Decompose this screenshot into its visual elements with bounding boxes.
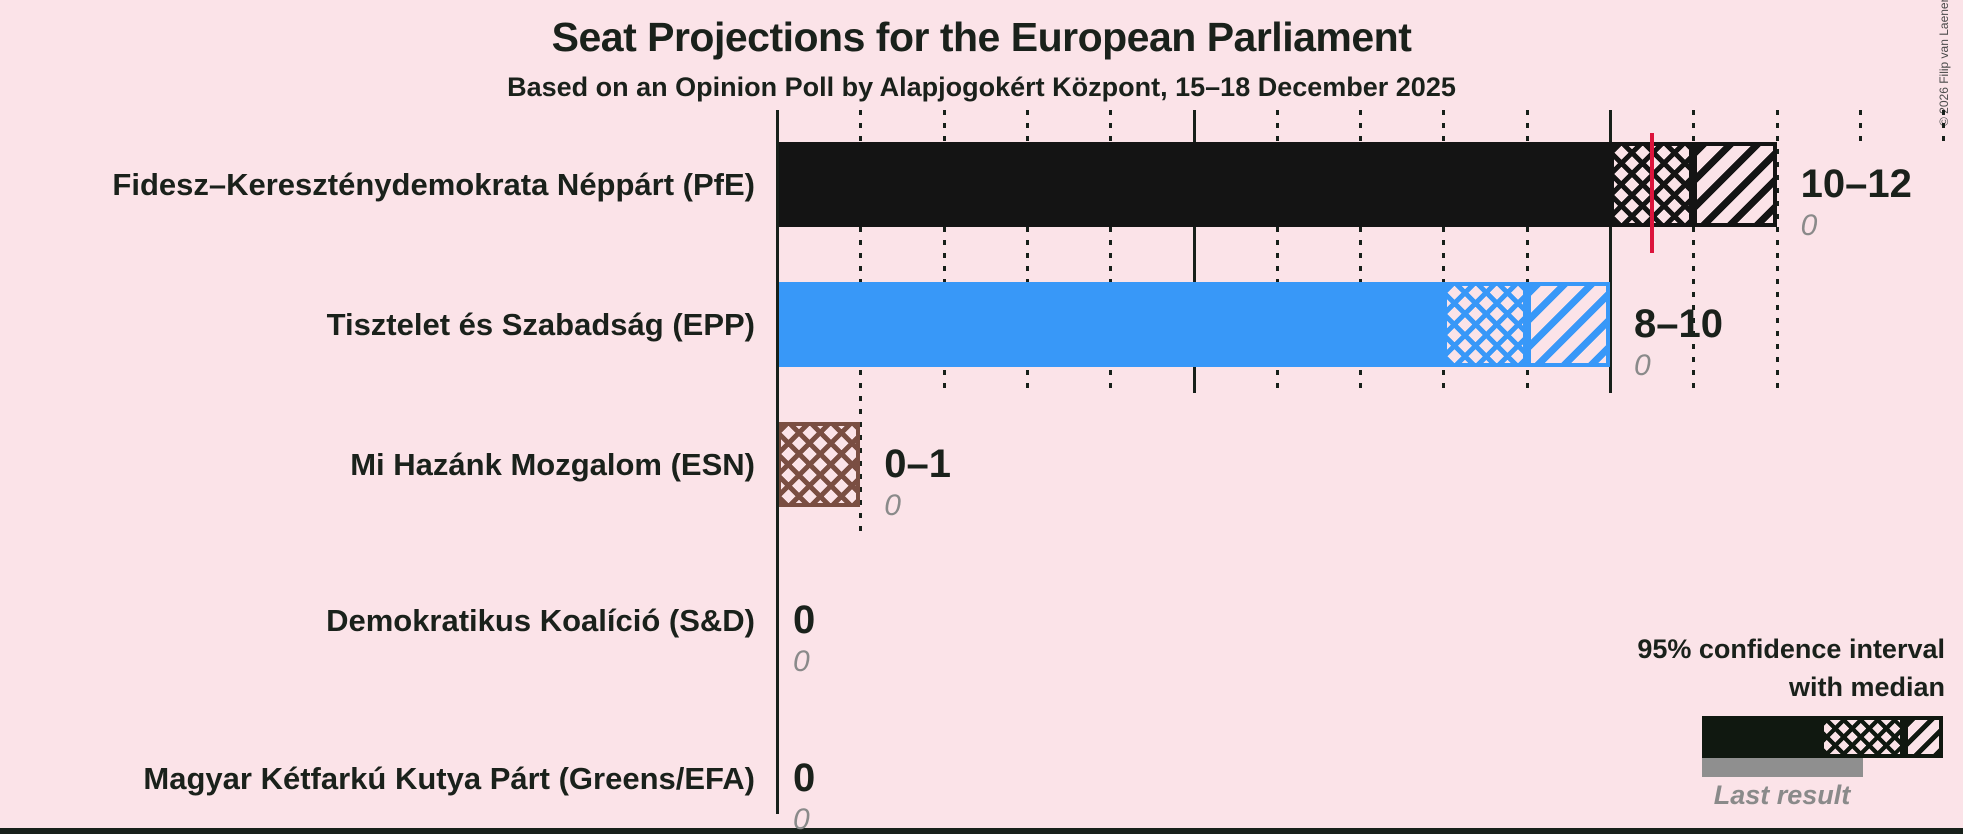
chart-row: Fidesz–Kereszténydemokrata Néppárt (PfE)…	[0, 142, 1963, 241]
party-label: Fidesz–Kereszténydemokrata Néppárt (PfE)	[112, 167, 755, 202]
party-label: Magyar Kétfarkú Kutya Párt (Greens/EFA)	[143, 761, 755, 796]
last-result-label: 0	[1634, 349, 1651, 382]
chart-subtitle: Based on an Opinion Poll by Alapjogokért…	[507, 72, 1456, 102]
legend-line2: with median	[1788, 672, 1945, 702]
range-label: 0–1	[884, 442, 952, 486]
bar-segment-diag	[1693, 142, 1777, 227]
legend-crosshatch-segment	[1820, 716, 1904, 758]
bar-segment-cross	[777, 422, 861, 507]
party-label: Mi Hazánk Mozgalom (ESN)	[350, 447, 755, 482]
minor-gridline	[1942, 110, 1946, 141]
minor-gridline	[1025, 110, 1029, 393]
minor-gridline	[1359, 110, 1363, 393]
major-gridline	[1192, 110, 1196, 393]
range-label: 0	[793, 598, 816, 642]
minor-gridline	[1275, 110, 1279, 393]
bar-segment-diag	[1526, 282, 1610, 367]
value-label: 0 0	[793, 600, 815, 677]
y-axis-line	[776, 110, 779, 814]
chart-row: Magyar Kétfarkú Kutya Párt (Greens/EFA) …	[0, 736, 1963, 834]
chart-row: Mi Hazánk Mozgalom (ESN) 0–1 0	[0, 422, 1963, 521]
legend-confidence-swatch	[1702, 716, 1943, 758]
minor-gridline	[1775, 110, 1779, 393]
chart-row: Tisztelet és Szabadság (EPP) 8–10 0	[0, 282, 1963, 381]
legend-title: 95% confidence interval with median	[1637, 630, 1945, 706]
legend-solid-segment	[1702, 716, 1820, 758]
value-label: 8–10 0	[1634, 304, 1723, 381]
last-result-label: 0	[793, 645, 810, 678]
minor-gridline	[1858, 110, 1862, 141]
minor-gridline	[1692, 110, 1696, 393]
bar-segment-solid	[777, 142, 1610, 227]
range-label: 10–12	[1800, 162, 1912, 206]
legend-last-result-bar	[1702, 758, 1863, 777]
copyright-notice: © 2026 Filip van Laenen	[1937, 0, 1951, 126]
major-gridline	[1609, 110, 1612, 393]
value-label: 10–12 0	[1801, 164, 1912, 241]
last-result-label: 0	[1800, 209, 1818, 242]
last-result-label: 0	[793, 803, 810, 834]
range-label: 8–10	[1634, 302, 1723, 346]
minor-gridline	[1442, 110, 1446, 393]
median-line	[1649, 133, 1654, 253]
legend-line1: 95% confidence interval	[1637, 634, 1945, 664]
value-label: 0–1 0	[884, 444, 951, 521]
bar-segment-cross	[1443, 282, 1527, 367]
party-label: Demokratikus Koalíció (S&D)	[326, 603, 755, 638]
bar-segment-solid	[777, 282, 1444, 367]
chart-row: Demokratikus Koalíció (S&D) 0 0	[0, 578, 1963, 677]
minor-gridline	[942, 110, 946, 393]
minor-gridline	[1525, 110, 1529, 393]
chart-title: Seat Projections for the European Parlia…	[551, 14, 1412, 60]
legend-last-result-label: Last result	[1713, 780, 1851, 810]
minor-gridline	[1109, 110, 1113, 393]
legend-diagonal-segment	[1904, 716, 1943, 758]
bottom-border	[0, 828, 1963, 834]
last-result-label: 0	[884, 489, 901, 522]
range-label: 0	[793, 756, 816, 800]
value-label: 0 0	[793, 758, 815, 834]
party-label: Tisztelet és Szabadság (EPP)	[326, 307, 755, 342]
